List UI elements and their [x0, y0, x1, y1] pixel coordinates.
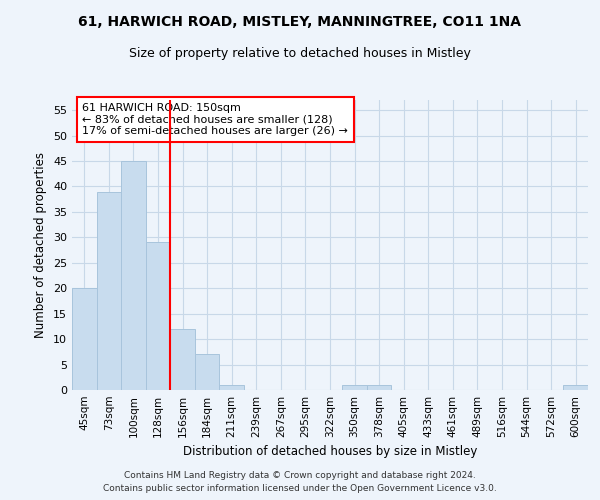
Y-axis label: Number of detached properties: Number of detached properties [34, 152, 47, 338]
Text: 61 HARWICH ROAD: 150sqm
← 83% of detached houses are smaller (128)
17% of semi-d: 61 HARWICH ROAD: 150sqm ← 83% of detache… [82, 103, 348, 136]
Bar [220, 385, 244, 390]
Bar [170, 329, 195, 390]
Bar [146, 242, 170, 390]
Bar [72, 288, 97, 390]
Bar [97, 192, 121, 390]
Text: 61, HARWICH ROAD, MISTLEY, MANNINGTREE, CO11 1NA: 61, HARWICH ROAD, MISTLEY, MANNINGTREE, … [79, 15, 521, 29]
Bar [195, 354, 220, 390]
Text: Contains HM Land Registry data © Crown copyright and database right 2024.: Contains HM Land Registry data © Crown c… [124, 470, 476, 480]
Bar [563, 385, 588, 390]
Bar [121, 161, 146, 390]
Text: Contains public sector information licensed under the Open Government Licence v3: Contains public sector information licen… [103, 484, 497, 493]
Bar [367, 385, 391, 390]
Text: Size of property relative to detached houses in Mistley: Size of property relative to detached ho… [129, 48, 471, 60]
Bar [342, 385, 367, 390]
X-axis label: Distribution of detached houses by size in Mistley: Distribution of detached houses by size … [183, 446, 477, 458]
